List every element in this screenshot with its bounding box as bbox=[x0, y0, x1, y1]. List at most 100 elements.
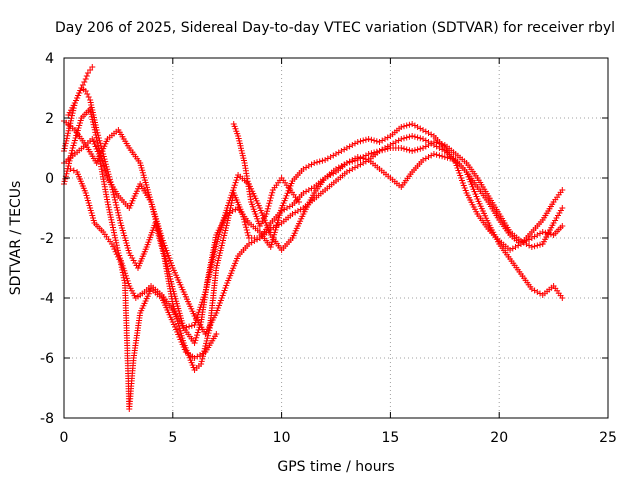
data-point-trail bbox=[475, 198, 491, 224]
data-point-trail bbox=[465, 171, 479, 188]
data-point-trail bbox=[225, 255, 241, 284]
data-point-trail bbox=[542, 229, 554, 238]
data-point bbox=[180, 325, 187, 331]
y-tick-label: -2 bbox=[40, 231, 54, 247]
data-point-trail bbox=[411, 159, 425, 173]
y-tick-label: 2 bbox=[45, 111, 54, 127]
data-point-trail bbox=[411, 133, 424, 142]
data-point-trail bbox=[379, 134, 391, 144]
data-point-trail bbox=[93, 221, 105, 234]
data-point-trail bbox=[552, 285, 564, 299]
data-point bbox=[296, 199, 303, 205]
data-point-trail bbox=[240, 213, 252, 239]
y-tick-label: 4 bbox=[45, 51, 54, 67]
data-point-trail bbox=[368, 136, 380, 145]
data-point-trail bbox=[74, 143, 87, 156]
data-point-trail bbox=[136, 246, 149, 269]
data-point-trail bbox=[66, 102, 77, 116]
data-point-trail bbox=[444, 143, 457, 156]
data-point-trail bbox=[237, 173, 250, 186]
data-point-trail bbox=[242, 162, 254, 203]
data-point-trail bbox=[399, 171, 414, 188]
data-point-trail bbox=[465, 162, 479, 179]
data-point-trail bbox=[433, 139, 446, 148]
data-point-trail bbox=[159, 237, 175, 269]
data-point-trail bbox=[379, 143, 391, 153]
data-point-trail bbox=[127, 285, 138, 299]
data-point-trail bbox=[213, 222, 230, 269]
data-point-trail bbox=[389, 125, 403, 138]
data-point bbox=[398, 145, 405, 151]
data-point bbox=[239, 211, 246, 217]
data-point-trail bbox=[411, 122, 424, 132]
data-point-trail bbox=[552, 224, 564, 237]
data-point-trail bbox=[270, 221, 282, 231]
y-axis-label: SDTVAR / TECUs bbox=[8, 181, 24, 296]
data-point-trail bbox=[161, 255, 176, 305]
data-point-trail bbox=[131, 312, 143, 359]
data-point-trail bbox=[453, 162, 469, 194]
data-point bbox=[89, 64, 96, 70]
data-point-trail bbox=[422, 128, 435, 138]
data-point-trail bbox=[324, 179, 337, 192]
data-point-trail bbox=[368, 148, 380, 157]
data-point bbox=[559, 295, 566, 301]
data-point-trail bbox=[160, 297, 175, 323]
data-point bbox=[82, 88, 89, 94]
data-point-trail bbox=[94, 138, 110, 164]
data-point-trail bbox=[401, 145, 413, 154]
data-point bbox=[398, 136, 405, 142]
data-point-trail bbox=[433, 151, 446, 160]
data-point-trail bbox=[83, 73, 90, 79]
data-point-trail bbox=[476, 213, 490, 230]
data-point-trail bbox=[486, 201, 501, 221]
data-point bbox=[311, 160, 318, 166]
data-point bbox=[365, 151, 372, 157]
data-point-trail bbox=[497, 219, 512, 236]
series-track-6 bbox=[230, 121, 303, 229]
data-points bbox=[61, 64, 566, 412]
data-point-trail bbox=[312, 177, 327, 194]
data-point-trail bbox=[335, 146, 348, 156]
data-point-trail bbox=[302, 197, 316, 210]
data-point-trail bbox=[541, 201, 556, 221]
data-point-trail bbox=[105, 201, 121, 254]
data-point bbox=[78, 85, 85, 91]
x-tick-label: 15 bbox=[381, 430, 399, 446]
data-point-trail bbox=[137, 162, 154, 203]
data-point-trail bbox=[150, 287, 163, 300]
data-point-trail bbox=[476, 186, 490, 203]
data-point-trail bbox=[269, 210, 283, 224]
data-point-trail bbox=[291, 168, 305, 182]
data-point-trail bbox=[444, 149, 457, 162]
data-point-trail bbox=[541, 284, 555, 297]
data-point-trail bbox=[83, 192, 97, 224]
data-point bbox=[365, 136, 372, 142]
data-point-trail bbox=[486, 195, 501, 215]
series-track-5 bbox=[67, 166, 220, 412]
data-point bbox=[67, 166, 74, 172]
data-point-trail bbox=[259, 227, 272, 240]
data-point-trail bbox=[280, 237, 294, 251]
data-point-trail bbox=[264, 189, 276, 215]
data-point-trail bbox=[271, 177, 283, 191]
data-point-trail bbox=[258, 213, 269, 227]
data-point-trail bbox=[122, 282, 130, 344]
data-point bbox=[559, 187, 566, 193]
series-track-7 bbox=[65, 64, 96, 118]
data-point-trail bbox=[248, 236, 261, 246]
data-point-trail bbox=[214, 207, 230, 245]
data-point-trail bbox=[160, 294, 175, 311]
data-point-trail bbox=[63, 119, 76, 132]
data-point-trail bbox=[486, 222, 501, 245]
data-point-trail bbox=[346, 164, 358, 174]
data-point bbox=[263, 211, 270, 217]
data-point-trail bbox=[225, 174, 241, 209]
data-point-trail bbox=[280, 212, 294, 225]
data-point-trail bbox=[203, 333, 218, 353]
data-point-trail bbox=[79, 79, 88, 88]
data-point-trail bbox=[231, 123, 241, 137]
data-point-trail bbox=[280, 177, 292, 191]
data-point bbox=[191, 340, 198, 346]
